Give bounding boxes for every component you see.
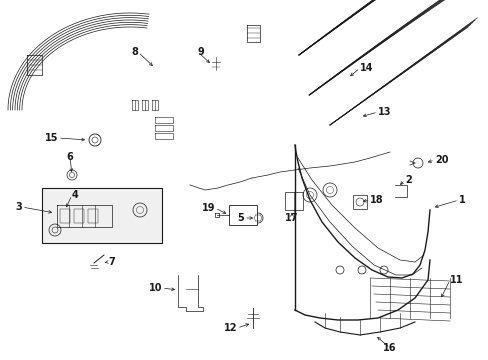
Text: 14: 14 <box>359 63 373 73</box>
Bar <box>88 209 98 223</box>
Text: 18: 18 <box>369 195 383 205</box>
Text: 12: 12 <box>223 323 237 333</box>
Text: 10: 10 <box>148 283 162 293</box>
Text: 16: 16 <box>383 343 396 353</box>
Text: 2: 2 <box>404 175 411 185</box>
Bar <box>352 195 366 209</box>
Text: 3: 3 <box>15 202 22 212</box>
Text: 5: 5 <box>237 213 244 223</box>
FancyBboxPatch shape <box>42 188 162 243</box>
Text: 4: 4 <box>72 190 79 200</box>
Text: 15: 15 <box>44 133 58 143</box>
Text: 1: 1 <box>458 195 465 205</box>
Text: 13: 13 <box>377 107 391 117</box>
Bar <box>60 209 70 223</box>
Text: 7: 7 <box>108 257 115 267</box>
Bar <box>74 209 84 223</box>
Text: 11: 11 <box>449 275 463 285</box>
Text: 6: 6 <box>66 152 73 162</box>
Text: 9: 9 <box>198 47 204 57</box>
Bar <box>228 205 257 225</box>
Text: 19: 19 <box>201 203 215 213</box>
Text: 8: 8 <box>131 47 138 57</box>
Text: 17: 17 <box>285 213 298 223</box>
Text: 20: 20 <box>434 155 447 165</box>
Bar <box>285 192 303 210</box>
